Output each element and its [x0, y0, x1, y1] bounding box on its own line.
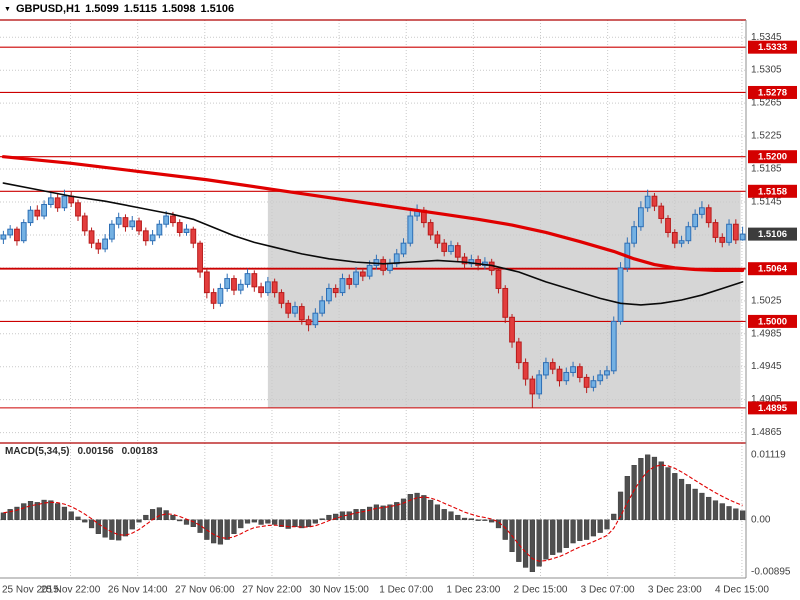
svg-text:-0.00895: -0.00895 [751, 566, 791, 577]
svg-text:1.4865: 1.4865 [751, 427, 782, 438]
svg-text:2 Dec 15:00: 2 Dec 15:00 [514, 585, 568, 596]
svg-text:1.4945: 1.4945 [751, 361, 782, 372]
svg-text:1.4895: 1.4895 [758, 403, 788, 414]
macd-value-main: 0.00156 [77, 446, 114, 457]
quote-open: 1.5099 [85, 3, 119, 15]
svg-text:1 Dec 07:00: 1 Dec 07:00 [379, 585, 433, 596]
macd-histogram [0, 454, 746, 573]
svg-text:1.5265: 1.5265 [751, 98, 782, 109]
price-level-badge: 1.4895 [748, 401, 797, 415]
svg-text:1.5305: 1.5305 [751, 65, 782, 76]
price-level-badge: 1.5333 [748, 40, 797, 54]
svg-text:1.5200: 1.5200 [758, 152, 787, 163]
current-price-badge: 1.5106 [748, 227, 797, 241]
macd-signal-line [3, 464, 743, 562]
macd-name: MACD(5,34,5) [5, 446, 70, 457]
macd-value-signal: 0.00183 [121, 446, 158, 457]
ma-fast-black [2, 182, 744, 306]
svg-text:1.5106: 1.5106 [758, 229, 787, 240]
svg-text:25 Nov 2015: 25 Nov 2015 [2, 585, 59, 596]
svg-text:1.5158: 1.5158 [758, 186, 787, 197]
svg-text:0.00: 0.00 [751, 514, 771, 525]
svg-text:3 Dec 23:00: 3 Dec 23:00 [648, 585, 702, 596]
quote-close: 1.5106 [200, 3, 235, 15]
symbol-timeframe-label: GBPUSD,H1 [15, 3, 81, 15]
price-axis-background [747, 0, 800, 600]
svg-text:1.5185: 1.5185 [751, 164, 782, 175]
ma-slow-red [1, 155, 745, 272]
svg-text:1.5345: 1.5345 [751, 32, 782, 43]
svg-text:1.4985: 1.4985 [751, 328, 782, 339]
svg-text:1.5278: 1.5278 [758, 87, 787, 98]
svg-text:25 Nov 22:00: 25 Nov 22:00 [41, 585, 101, 596]
macd-indicator-label: MACD(5,34,5) 0.00156 0.00183 [5, 446, 158, 457]
quote-low: 1.5098 [161, 3, 196, 15]
svg-text:27 Nov 22:00: 27 Nov 22:00 [242, 585, 302, 596]
svg-text:3 Dec 07:00: 3 Dec 07:00 [581, 585, 635, 596]
svg-text:1 Dec 23:00: 1 Dec 23:00 [446, 585, 500, 596]
svg-text:26 Nov 14:00: 26 Nov 14:00 [108, 585, 168, 596]
svg-text:1.5025: 1.5025 [751, 295, 782, 306]
svg-text:1.5333: 1.5333 [758, 42, 787, 53]
svg-text:1.5225: 1.5225 [751, 131, 782, 142]
price-level-badge: 1.5000 [748, 314, 797, 328]
svg-text:27 Nov 06:00: 27 Nov 06:00 [175, 585, 235, 596]
svg-text:1.4905: 1.4905 [751, 394, 782, 405]
collapse-triangle-icon[interactable]: ▼ [4, 5, 11, 13]
svg-text:1.5064: 1.5064 [758, 264, 788, 275]
svg-text:0.01119: 0.01119 [751, 449, 786, 460]
price-level-badge: 1.5064 [748, 262, 797, 276]
quote-high: 1.5115 [123, 3, 157, 15]
price-level-badge: 1.5200 [748, 150, 797, 164]
svg-text:1.5145: 1.5145 [751, 197, 782, 208]
price-level-badge: 1.5158 [748, 184, 797, 198]
chart-title-bar: ▼ GBPUSD,H1 1.5099 1.5115 1.5098 1.5106 [4, 3, 234, 15]
price-level-badge: 1.5278 [748, 85, 797, 99]
macd-axis-labels: 0.01119 0.00 -0.00895 [751, 449, 791, 577]
svg-text:1.5000: 1.5000 [758, 316, 787, 327]
price-axis-labels: 1.5345 1.5305 1.5265 1.5225 1.5185 1.5145 1.50… [751, 32, 782, 438]
svg-text:4 Dec 15:00: 4 Dec 15:00 [715, 585, 769, 596]
svg-text:30 Nov 15:00: 30 Nov 15:00 [309, 585, 369, 596]
